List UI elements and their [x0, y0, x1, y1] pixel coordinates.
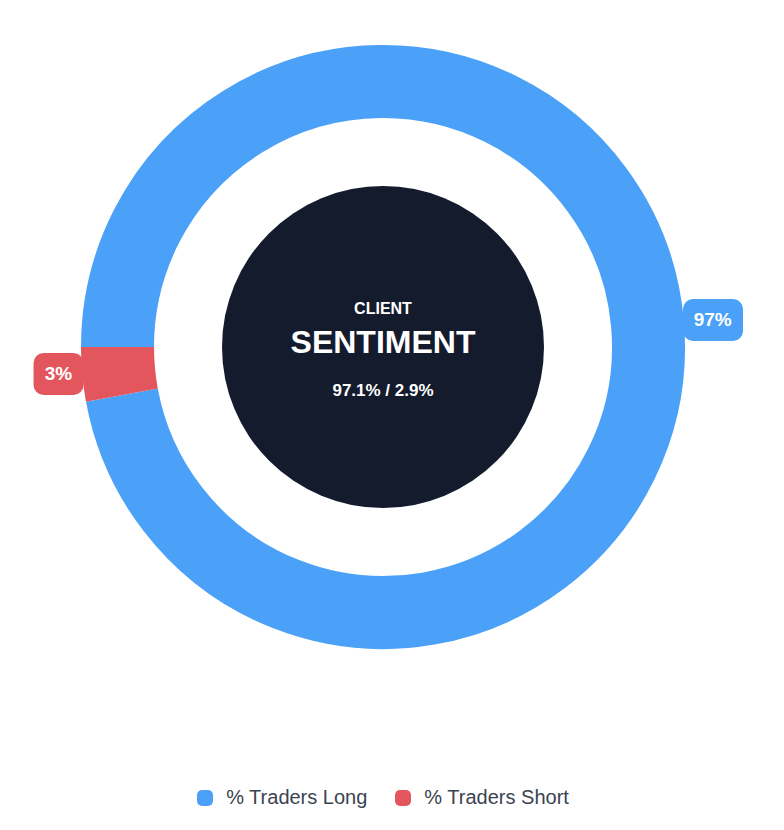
center-subtitle: SENTIMENT — [233, 326, 533, 358]
short-percentage-pill: 3% — [34, 353, 83, 395]
legend-item-traders-long[interactable]: % Traders Long — [197, 786, 367, 809]
legend-item-traders-short[interactable]: % Traders Short — [395, 786, 569, 809]
long-percentage-pill: 97% — [683, 299, 743, 341]
client-sentiment-chart: CLIENT SENTIMENT 97.1% / 2.9% 97% 3% % T… — [0, 0, 784, 830]
legend-swatch-short — [395, 790, 411, 806]
donut-chart — [0, 0, 784, 830]
legend-label-short: % Traders Short — [424, 786, 569, 809]
chart-legend: % Traders Long % Traders Short — [0, 786, 775, 809]
center-values: 97.1% / 2.9% — [233, 382, 533, 399]
legend-label-long: % Traders Long — [226, 786, 367, 809]
legend-swatch-long — [197, 790, 213, 806]
center-title: CLIENT — [233, 301, 533, 317]
